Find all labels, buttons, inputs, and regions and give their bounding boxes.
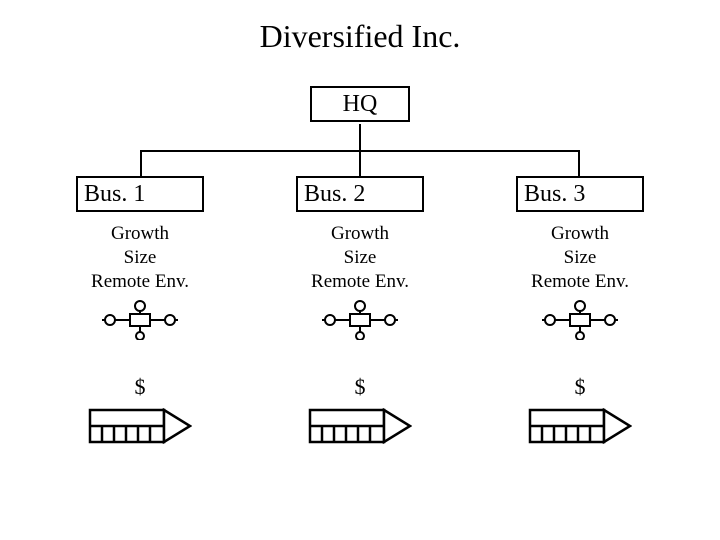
network-icon bbox=[318, 300, 402, 345]
attr-line: Size bbox=[60, 246, 220, 270]
dollar-label: $ bbox=[120, 374, 160, 400]
attr-line: Remote Env. bbox=[500, 270, 660, 294]
dollar-label: $ bbox=[560, 374, 600, 400]
business-box: Bus. 2 bbox=[296, 176, 424, 212]
attr-line: Growth bbox=[500, 222, 660, 246]
attr-line: Remote Env. bbox=[280, 270, 440, 294]
page-title: Diversified Inc. bbox=[0, 0, 720, 55]
business-box: Bus. 1 bbox=[76, 176, 204, 212]
network-icon bbox=[98, 300, 182, 345]
business-box: Bus. 3 bbox=[516, 176, 644, 212]
connector-line bbox=[359, 124, 361, 150]
pencil-icon bbox=[88, 408, 192, 449]
business-attrs: Growth Size Remote Env. bbox=[280, 222, 440, 294]
dollar-label: $ bbox=[340, 374, 380, 400]
attr-line: Size bbox=[280, 246, 440, 270]
attr-line: Size bbox=[500, 246, 660, 270]
attr-line: Remote Env. bbox=[60, 270, 220, 294]
attr-line: Growth bbox=[60, 222, 220, 246]
network-icon bbox=[538, 300, 622, 345]
connector-line bbox=[359, 150, 361, 176]
business-attrs: Growth Size Remote Env. bbox=[500, 222, 660, 294]
connector-line bbox=[578, 150, 580, 176]
pencil-icon bbox=[308, 408, 412, 449]
attr-line: Growth bbox=[280, 222, 440, 246]
connector-line bbox=[140, 150, 142, 176]
pencil-icon bbox=[528, 408, 632, 449]
hq-box: HQ bbox=[310, 86, 410, 122]
business-attrs: Growth Size Remote Env. bbox=[60, 222, 220, 294]
